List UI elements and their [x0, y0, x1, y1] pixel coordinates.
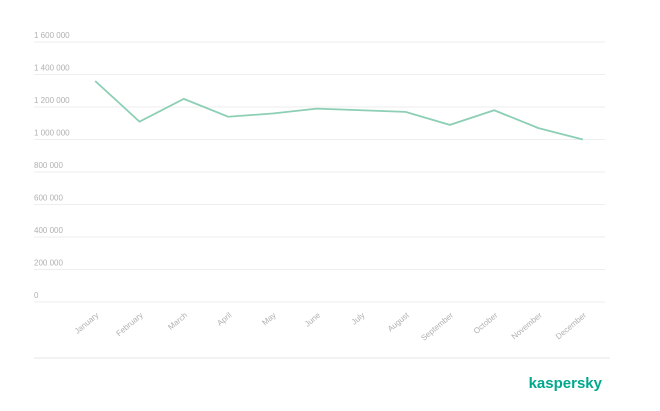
y-tick-label: 1 000 000 [34, 129, 70, 138]
y-tick-label: 600 000 [34, 194, 63, 203]
x-tick-label: February [114, 311, 144, 338]
y-tick-label: 400 000 [34, 226, 63, 235]
y-tick-label: 0 [34, 291, 39, 300]
y-tick-label: 1 400 000 [34, 64, 70, 73]
x-tick-label: March [166, 311, 189, 332]
y-tick-label: 800 000 [34, 161, 63, 170]
x-tick-label: August [386, 310, 411, 333]
x-tick-label: January [73, 311, 101, 336]
x-tick-label: November [510, 310, 544, 341]
x-tick-label: October [472, 310, 500, 335]
x-tick-label: April [215, 311, 233, 328]
x-tick-label: May [260, 311, 277, 328]
x-tick-label: September [419, 310, 455, 342]
brand-logo: kaspersky [529, 375, 603, 392]
x-tick-label: June [303, 310, 322, 328]
y-tick-label: 1 600 000 [34, 31, 70, 40]
x-tick-label: December [554, 310, 588, 341]
data-line [94, 80, 584, 141]
y-tick-label: 200 000 [34, 259, 63, 268]
y-tick-label: 1 200 000 [34, 96, 70, 105]
x-tick-label: July [350, 311, 367, 327]
